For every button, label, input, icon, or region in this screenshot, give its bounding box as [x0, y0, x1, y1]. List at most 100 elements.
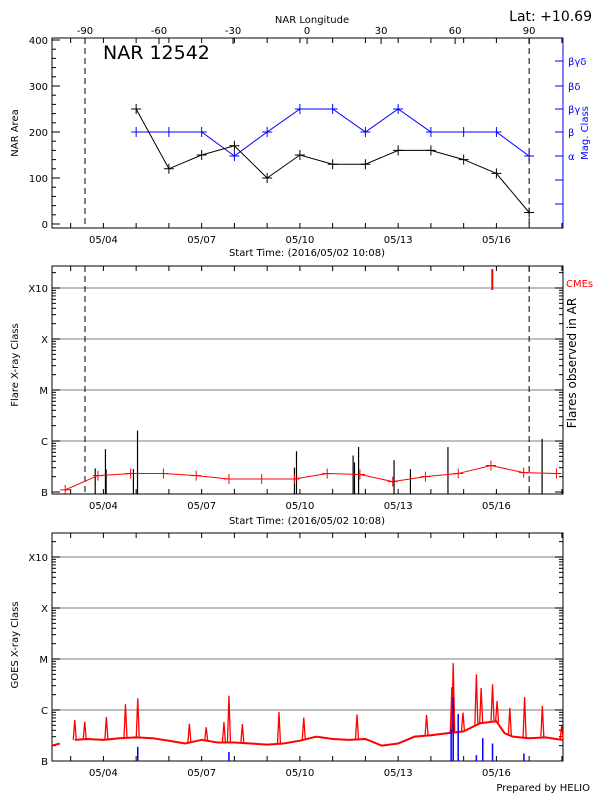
mag-class-point: [131, 127, 142, 137]
x-tick-label: 05/13: [384, 235, 413, 246]
y-tick-label: B: [41, 757, 48, 768]
flare-level-point: [387, 476, 398, 487]
y-tick-label: C: [41, 706, 48, 717]
mag-class-label: βγδ: [568, 57, 586, 68]
goes-flare-spike: [301, 717, 306, 740]
goes-flare-spike: [226, 695, 232, 743]
goes-flare-spike: [82, 721, 87, 740]
plot-frame: [51, 265, 564, 495]
top-x-tick-label: -30: [225, 26, 241, 37]
goes-flare-spike: [507, 707, 512, 736]
goes-flare-spike: [522, 696, 527, 738]
goes-flare-spike: [204, 727, 209, 741]
mag-class-label: β: [568, 128, 574, 139]
x-axis-title: Start Time: (2016/05/02 10:08): [229, 248, 385, 259]
goes-flare-spike: [187, 723, 192, 743]
y-tick-label: 100: [29, 174, 48, 185]
y-tick-label: 300: [29, 82, 48, 93]
x-tick-label: 05/16: [482, 235, 511, 246]
x-tick-label: 05/16: [482, 501, 511, 512]
mag-class-point: [262, 127, 273, 137]
flare-level-point: [485, 460, 496, 471]
y-tick-label: B: [41, 488, 48, 499]
goes-flare-spike: [451, 663, 456, 733]
latitude-label: Lat: +10.69: [509, 9, 592, 25]
mag-class-point: [360, 127, 371, 137]
x-tick-label: 05/10: [285, 768, 314, 779]
x-tick-label: 05/04: [89, 501, 118, 512]
x-tick-label: 05/04: [89, 768, 118, 779]
flare-level-point: [256, 473, 267, 484]
y-tick-label: 0: [42, 220, 48, 231]
x-tick-label: 05/16: [482, 768, 511, 779]
mag-class-line: [136, 108, 530, 157]
top-x-tick-label: 0: [304, 26, 310, 37]
x-tick-label: 05/10: [285, 235, 314, 246]
flare-level-point: [223, 473, 234, 484]
goes-flare-spike: [474, 674, 479, 726]
goes-flare-spike: [494, 700, 500, 723]
top-x-tick-label: 60: [449, 26, 462, 37]
y-tick-label: M: [39, 386, 48, 397]
mag-class-point: [393, 104, 404, 114]
top-x-tick-label: -90: [77, 26, 93, 37]
flare-level-point: [125, 468, 136, 479]
goes-flare-spike: [240, 724, 245, 744]
top-x-tick-label: 30: [375, 26, 388, 37]
mag-class-point: [294, 104, 305, 114]
x-tick-label: 05/07: [187, 501, 216, 512]
goes-flare-spike: [72, 719, 77, 740]
y-tick-label: X10: [28, 284, 48, 295]
flare-level-point: [453, 468, 464, 479]
goes-flare-spike: [559, 725, 564, 740]
goes-flare-spike: [123, 704, 128, 738]
x-tick-label: 05/07: [187, 235, 216, 246]
x-tick-label: 05/13: [384, 768, 413, 779]
top-x-axis-title: NAR Longitude: [275, 15, 349, 26]
nar-area-point: [360, 159, 371, 170]
x-axis-title: Start Time: (2016/05/02 10:08): [229, 516, 385, 527]
mag-class-point: [458, 127, 469, 137]
top-x-tick-label: 90: [523, 26, 536, 37]
y-tick-label: C: [41, 437, 48, 448]
goes-flare-spike: [540, 705, 545, 738]
x-tick-label: 05/04: [89, 235, 118, 246]
cme-label: CMEs: [566, 279, 593, 290]
y-axis-title: Flare X-ray Class: [10, 323, 21, 407]
goes-flux-line: [51, 742, 60, 747]
y-tick-label: X10: [28, 553, 48, 564]
plot-frame: [51, 37, 564, 229]
y-axis-title: GOES X-ray Class: [10, 601, 21, 688]
nar-area-point: [196, 150, 207, 160]
goes-flare-spike: [354, 714, 360, 740]
flare-level-line: [64, 465, 557, 491]
flare-level-point: [420, 471, 431, 482]
nar-area-point: [327, 159, 338, 170]
nar-area-point: [393, 145, 404, 156]
y2-axis-title: Mag. Class: [580, 106, 591, 160]
nar-area-point: [458, 154, 469, 165]
goes-flare-spike: [460, 712, 466, 732]
mag-class-point: [491, 127, 502, 137]
x-tick-label: 05/10: [285, 501, 314, 512]
goes-flux-line: [74, 720, 564, 747]
mag-class-label: βγ: [568, 105, 580, 116]
nar-area-point: [524, 207, 535, 218]
x-tick-label: 05/07: [187, 768, 216, 779]
y-tick-label: M: [39, 655, 48, 666]
flare-level-point: [518, 467, 529, 478]
nar-area-point: [131, 104, 142, 114]
nar-area-point: [425, 145, 436, 156]
flare-level-point: [289, 473, 300, 484]
mag-class-point: [425, 127, 436, 137]
goes-flare-spike: [490, 684, 495, 722]
goes-flare-spike: [424, 714, 429, 736]
goes-flare-spike: [104, 716, 109, 740]
flare-level-point: [158, 468, 169, 479]
mag-class-label: βδ: [568, 82, 581, 93]
flare-level-point: [60, 484, 71, 495]
y-tick-label: 400: [29, 36, 48, 47]
y-tick-label: X: [41, 335, 48, 346]
goes-flare-spike: [135, 698, 140, 738]
